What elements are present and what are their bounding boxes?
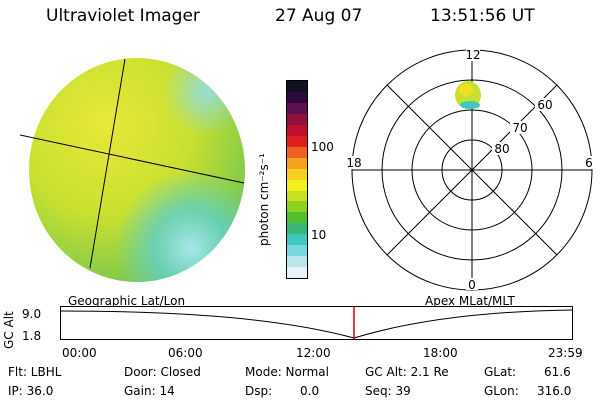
time-tick-0600: 06:00 — [168, 346, 203, 360]
colorbar-cell — [287, 103, 307, 114]
mlt-label-0: 0 — [468, 278, 476, 292]
gc-alt-info: GC Alt: 2.1 Re — [365, 365, 449, 379]
gc-alt-tick-1.8: 1.8 — [22, 329, 42, 343]
time-label: 13:51:56 UT — [430, 6, 535, 26]
colorbar-cell — [287, 168, 307, 180]
colorbar-cell — [287, 256, 307, 268]
colorbar-cell — [287, 157, 307, 169]
glat-value: 61.6 — [544, 365, 571, 379]
gain-info: Gain: 14 — [124, 384, 175, 398]
time-tick-1200: 12:00 — [296, 346, 331, 360]
date-label: 27 Aug 07 — [275, 6, 363, 26]
colorbar-cell — [287, 212, 307, 224]
time-tick-2359: 23:59 — [548, 346, 583, 360]
mlt-label-12: 12 — [465, 48, 480, 62]
glon-value: 316.0 — [537, 384, 572, 398]
colorbar-cell — [287, 201, 307, 213]
time-tick-0000: 00:00 — [62, 346, 97, 360]
colorbar-cell — [287, 267, 307, 278]
geographic-label: Geographic Lat/Lon — [68, 294, 186, 308]
dsp-label: Dsp: — [245, 384, 273, 398]
gc-alt-timeline-plot — [60, 306, 573, 340]
instrument-title: Ultraviolet Imager — [46, 6, 200, 26]
mlt-label-6: 6 — [585, 156, 593, 170]
dsp-value: 0.0 — [300, 384, 320, 398]
seq-info: Seq: 39 — [365, 384, 411, 398]
gc-alt-axis-title: GC Alt — [2, 311, 16, 349]
colorbar-cell — [287, 92, 307, 103]
colorbar-tick-100: 100 — [311, 140, 334, 154]
colorbar-unit-label: photon cm⁻²s⁻¹ — [257, 153, 271, 246]
glat-label: GLat: — [484, 365, 517, 379]
colorbar-cell — [287, 190, 307, 202]
colorbar-cell — [287, 113, 307, 125]
colorbar-cell — [287, 179, 307, 191]
lat-label-60: 60 — [537, 98, 552, 112]
lat-label-80: 80 — [494, 142, 509, 156]
earth-disk-image — [20, 58, 245, 282]
colorbar-cell — [287, 234, 307, 246]
colorbar-cell — [287, 146, 307, 158]
colorbar-cell — [287, 245, 307, 257]
polar-mlt-plot: 12 18 6 0 60 70 80 — [344, 48, 595, 292]
colorbar-cell — [287, 124, 307, 136]
glon-label: GLon: — [484, 384, 519, 398]
door-info: Door: Closed — [124, 365, 201, 379]
mode-info: Mode: Normal — [245, 365, 329, 379]
auroral-emission-spot — [455, 81, 481, 109]
filter-info: Flt: LBHL — [8, 365, 62, 379]
colorbar-tick-10: 10 — [311, 228, 327, 242]
mlt-label-18: 18 — [346, 156, 361, 170]
colorbar-cell — [287, 135, 307, 147]
colorbar — [286, 80, 308, 279]
ip-info: IP: 36.0 — [8, 384, 54, 398]
colorbar-cell — [287, 223, 307, 235]
apex-label: Apex MLat/MLT — [425, 294, 515, 308]
colorbar-cell — [287, 81, 307, 93]
lat-label-70: 70 — [512, 121, 527, 135]
time-tick-1800: 18:00 — [423, 346, 458, 360]
gc-alt-tick-9: 9.0 — [22, 307, 42, 321]
